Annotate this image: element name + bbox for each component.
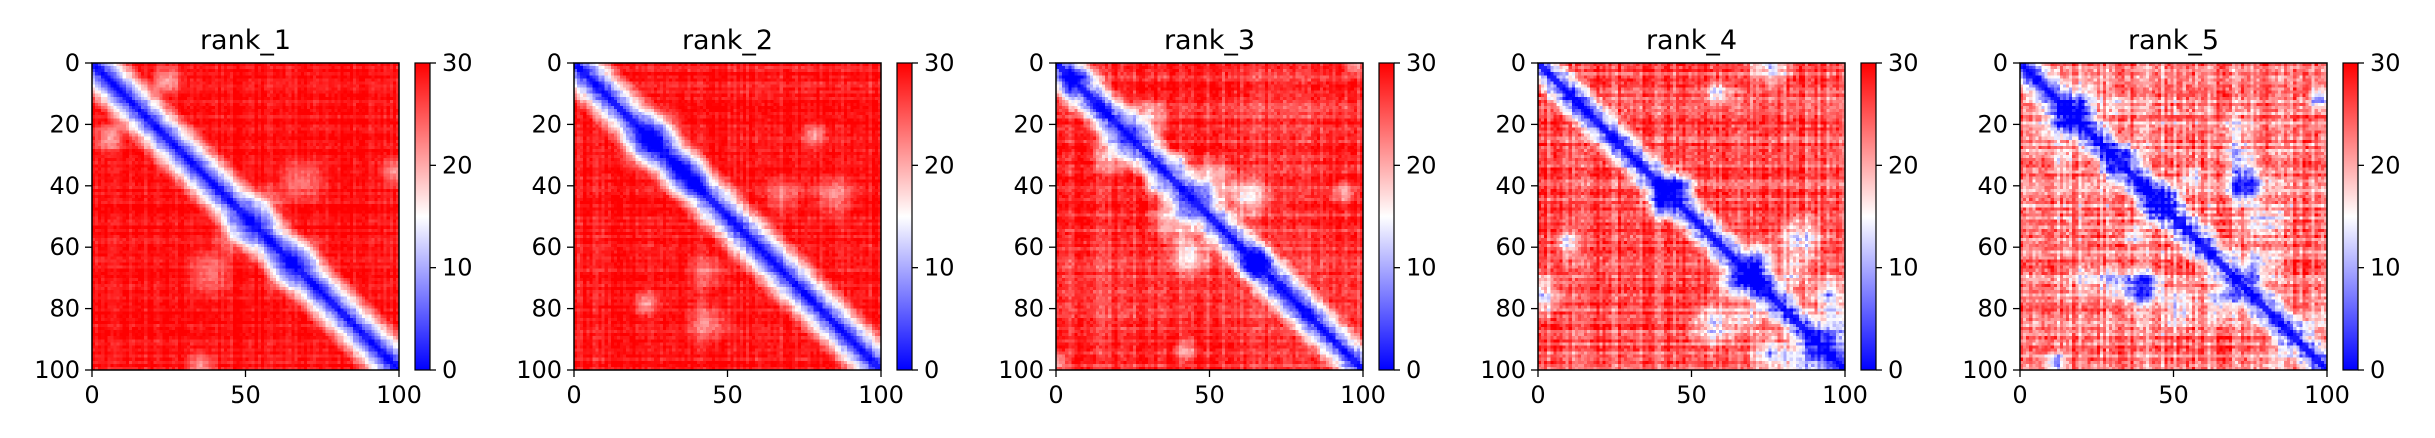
y-tick-label: 20	[1495, 110, 1526, 138]
y-tick-label: 100	[1962, 356, 2008, 384]
colorbar-tick-label: 20	[924, 151, 955, 179]
colorbar-tick-label: 20	[1888, 151, 1919, 179]
y-tick-label: 0	[1993, 49, 2008, 77]
y-tick-label: 40	[531, 172, 562, 200]
chart-title: rank_2	[682, 25, 773, 56]
x-tick-label: 50	[712, 381, 743, 409]
chart-title: rank_4	[1646, 25, 1737, 56]
colorbar-tick-label: 0	[1406, 356, 1421, 384]
colorbar	[1860, 62, 1877, 371]
colorbar-tick-label: 0	[1888, 356, 1903, 384]
x-tick-label: 0	[84, 381, 99, 409]
heatmap-image	[574, 63, 881, 370]
y-tick-label: 60	[531, 233, 562, 261]
y-tick-label: 40	[1977, 172, 2008, 200]
x-tick-label: 100	[858, 381, 904, 409]
y-tick-label: 40	[1495, 172, 1526, 200]
colorbar-tick-label: 20	[442, 151, 473, 179]
colorbar	[896, 62, 913, 371]
y-tick-label: 80	[1013, 295, 1044, 323]
y-tick-label: 60	[49, 233, 80, 261]
heatmap-image	[92, 63, 399, 370]
chart-title: rank_3	[1164, 25, 1255, 56]
colorbar-tick-label: 0	[442, 356, 457, 384]
y-tick-label: 80	[49, 295, 80, 323]
y-tick-label: 60	[1013, 233, 1044, 261]
y-tick-label: 100	[998, 356, 1044, 384]
colorbar-tick-label: 0	[924, 356, 939, 384]
x-tick-label: 0	[566, 381, 581, 409]
y-tick-label: 100	[34, 356, 80, 384]
y-tick-label: 80	[1495, 295, 1526, 323]
x-tick-label: 0	[1530, 381, 1545, 409]
heatmap-image	[2020, 63, 2327, 370]
y-tick-label: 80	[1977, 295, 2008, 323]
y-tick-label: 80	[531, 295, 562, 323]
x-tick-label: 50	[2158, 381, 2189, 409]
y-tick-label: 20	[1977, 110, 2008, 138]
x-tick-label: 100	[376, 381, 422, 409]
x-tick-label: 100	[2304, 381, 2350, 409]
chart-title: rank_5	[2128, 25, 2219, 56]
x-tick-label: 50	[1194, 381, 1225, 409]
colorbar-tick-label: 30	[2370, 49, 2401, 77]
y-tick-label: 0	[1029, 49, 1044, 77]
y-tick-label: 20	[1013, 110, 1044, 138]
colorbar-tick-label: 30	[924, 49, 955, 77]
y-tick-label: 0	[1511, 49, 1526, 77]
colorbar-tick-label: 30	[1888, 49, 1919, 77]
colorbar-tick-label: 10	[2370, 254, 2401, 282]
x-tick-label: 50	[1676, 381, 1707, 409]
y-tick-label: 40	[49, 172, 80, 200]
x-tick-label: 100	[1822, 381, 1868, 409]
x-tick-label: 0	[2012, 381, 2027, 409]
colorbar-tick-label: 30	[442, 49, 473, 77]
colorbar-tick-label: 20	[2370, 151, 2401, 179]
heatmap-image	[1538, 63, 1845, 370]
y-tick-label: 40	[1013, 172, 1044, 200]
colorbar-tick-label: 0	[2370, 356, 2385, 384]
colorbar-tick-label: 20	[1406, 151, 1437, 179]
y-tick-label: 0	[65, 49, 80, 77]
y-tick-label: 100	[516, 356, 562, 384]
colorbar	[414, 62, 431, 371]
y-tick-label: 60	[1495, 233, 1526, 261]
heatmap-image	[1056, 63, 1363, 370]
y-tick-label: 0	[547, 49, 562, 77]
x-tick-label: 50	[230, 381, 261, 409]
colorbar	[1378, 62, 1395, 371]
x-tick-label: 100	[1340, 381, 1386, 409]
colorbar-tick-label: 10	[442, 254, 473, 282]
colorbar-tick-label: 10	[1888, 254, 1919, 282]
y-tick-label: 100	[1480, 356, 1526, 384]
colorbar-tick-label: 10	[1406, 254, 1437, 282]
colorbar-tick-label: 10	[924, 254, 955, 282]
x-tick-label: 0	[1048, 381, 1063, 409]
colorbar	[2342, 62, 2359, 371]
y-tick-label: 20	[531, 110, 562, 138]
chart-title: rank_1	[200, 25, 291, 56]
y-tick-label: 20	[49, 110, 80, 138]
y-tick-label: 60	[1977, 233, 2008, 261]
colorbar-tick-label: 30	[1406, 49, 1437, 77]
